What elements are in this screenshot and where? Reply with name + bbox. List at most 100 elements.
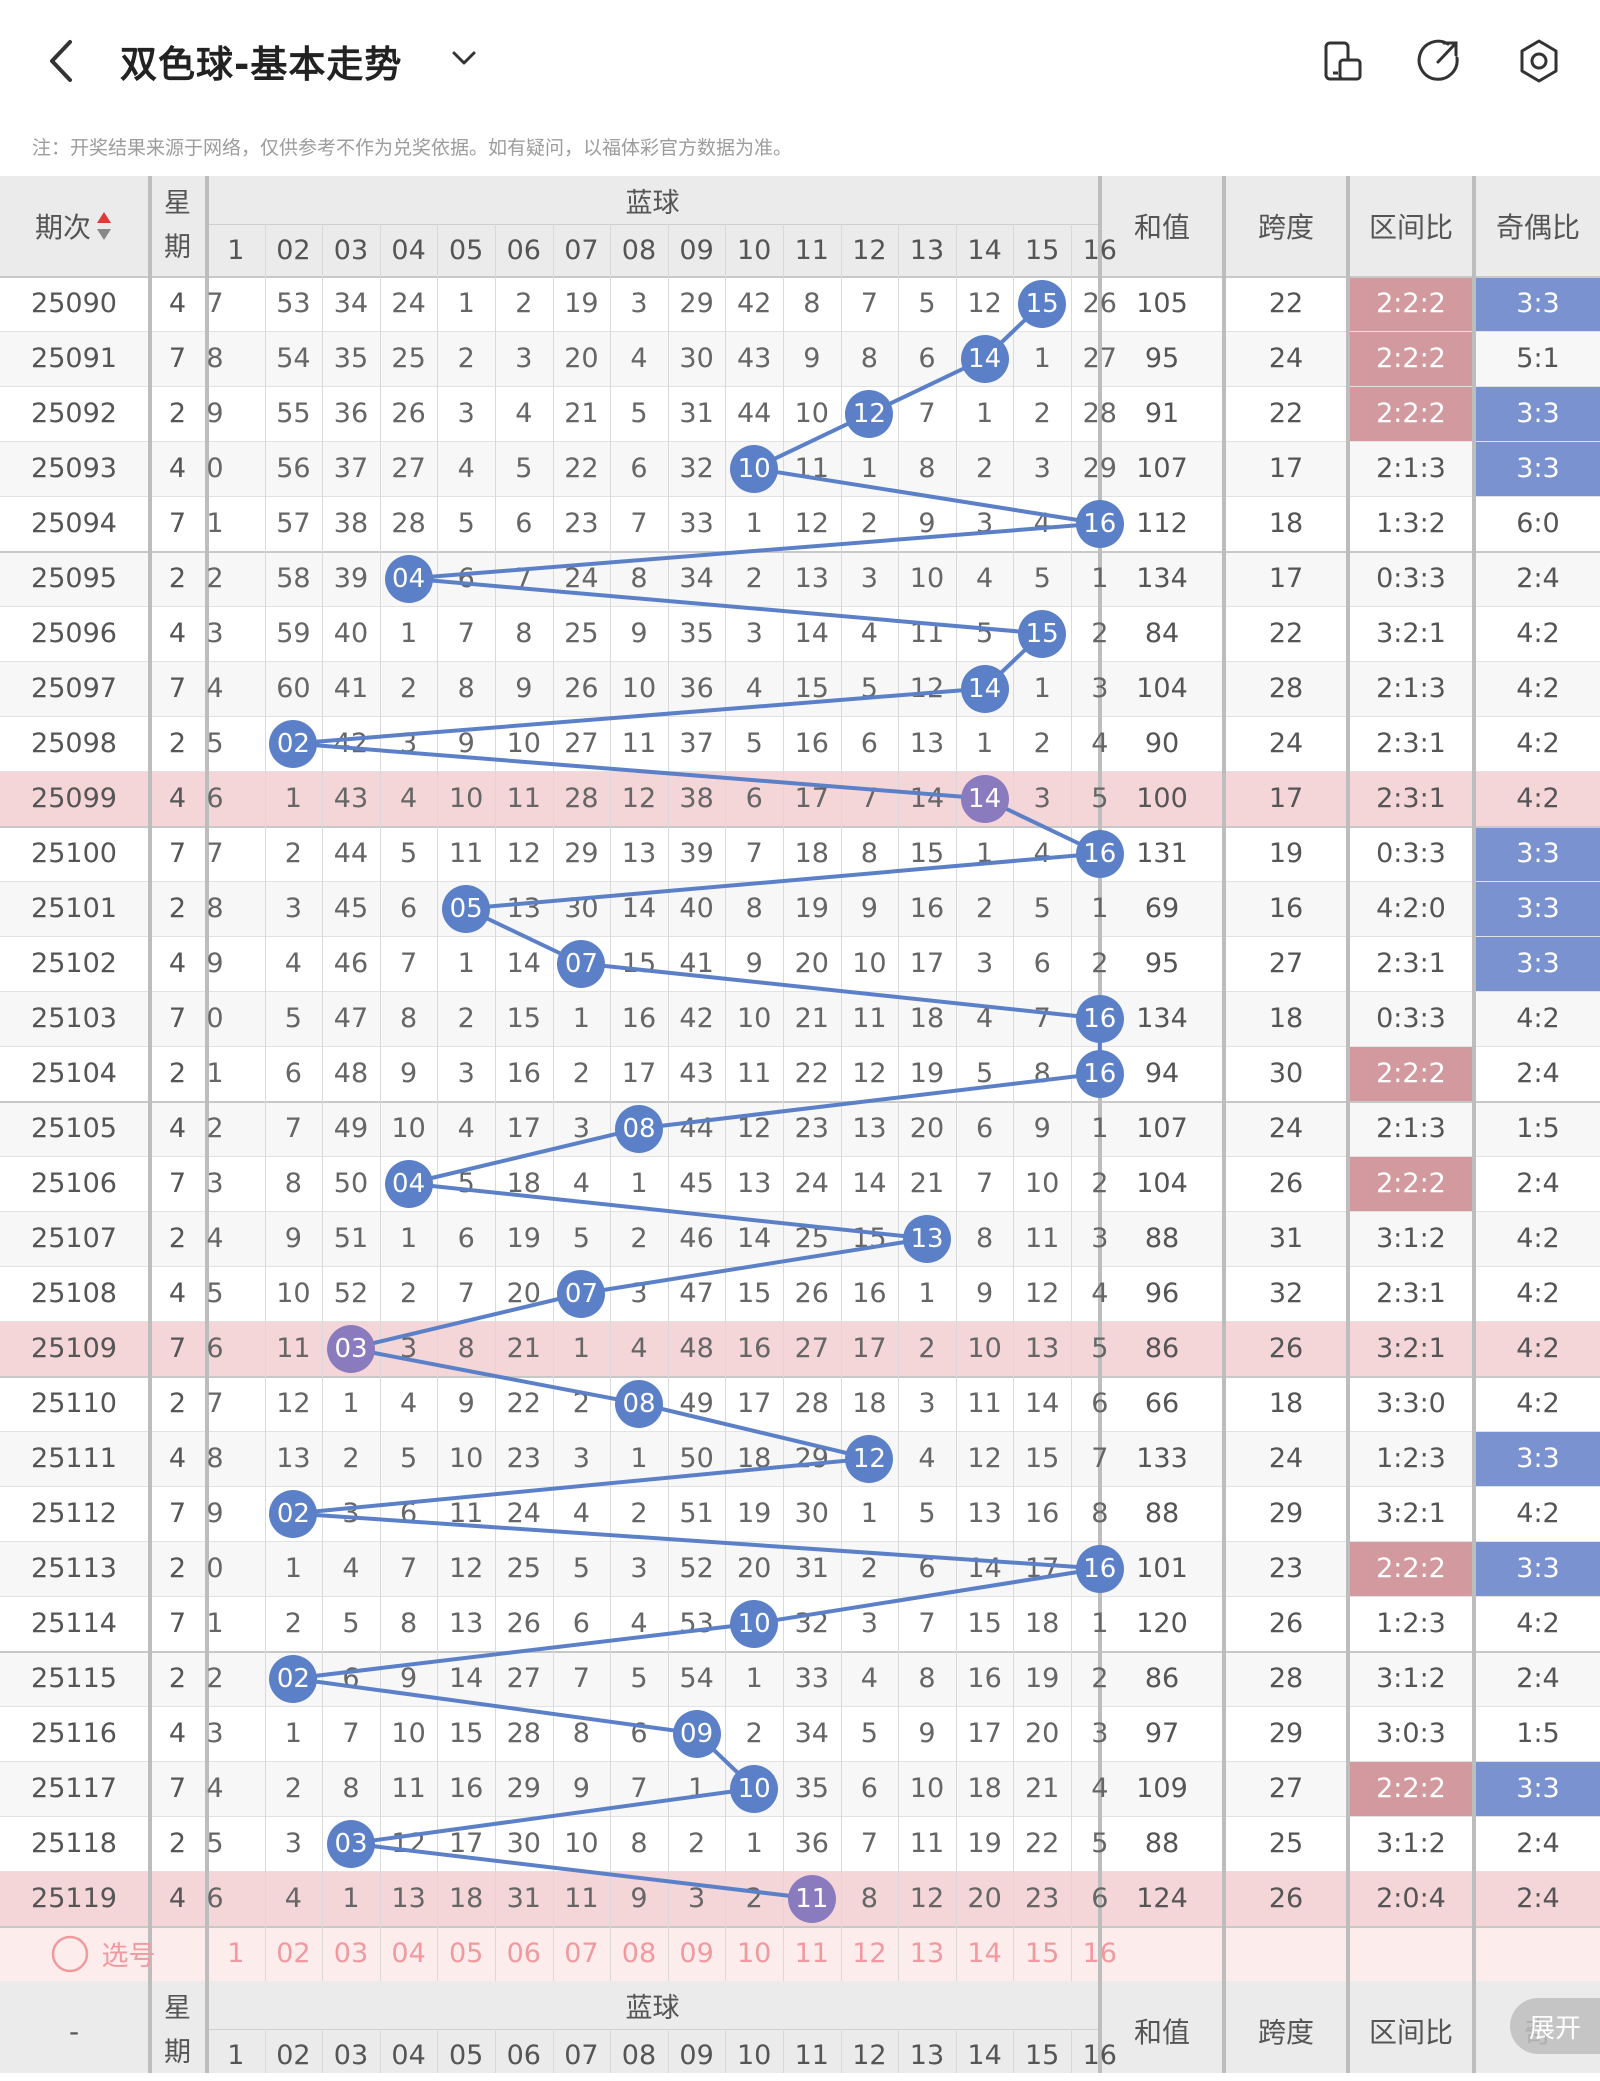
table-row[interactable] xyxy=(0,331,1600,386)
blue-ball-marker[interactable]: 12 xyxy=(845,389,894,438)
span-header[interactable]: 跨度 xyxy=(1257,2016,1314,2049)
table-row[interactable] xyxy=(0,1761,1600,1816)
column-divider xyxy=(148,176,152,2073)
table-row[interactable] xyxy=(0,1651,1600,1706)
table-row[interactable] xyxy=(0,1706,1600,1761)
blue-ball-marker[interactable]: 11 xyxy=(787,1874,836,1923)
blue-column-header: 06 xyxy=(506,234,541,266)
column-divider xyxy=(667,2029,669,2073)
miss-count-cell: 14 xyxy=(737,1223,772,1254)
select-number-toggle[interactable]: 选号 xyxy=(0,1926,205,1981)
select-number-option[interactable]: 09 xyxy=(679,1938,714,1969)
weekday-cell: 2 xyxy=(168,1223,187,1254)
circle-select-icon[interactable] xyxy=(50,1934,90,1974)
miss-count-cell: 3 xyxy=(206,618,224,649)
blue-ball-marker[interactable]: 15 xyxy=(1018,279,1067,328)
sum-header[interactable]: 和值 xyxy=(1133,2016,1190,2049)
blue-ball-marker[interactable]: 15 xyxy=(1018,609,1067,658)
table-row[interactable] xyxy=(0,276,1600,331)
blue-ball-marker[interactable]: 02 xyxy=(269,1654,318,1703)
blue-ball-marker[interactable]: 16 xyxy=(1075,499,1124,548)
select-number-option[interactable]: 05 xyxy=(449,1938,484,1969)
miss-count-cell: 12 xyxy=(391,1828,426,1859)
blue-ball-marker[interactable]: 10 xyxy=(730,1764,779,1813)
select-number-option[interactable]: 03 xyxy=(333,1938,369,1969)
blue-ball-marker[interactable]: 02 xyxy=(269,1489,318,1538)
blue-ball-marker[interactable]: 08 xyxy=(615,1379,663,1428)
miss-count-cell: 5 xyxy=(1033,563,1051,594)
miss-count-cell: 5 xyxy=(918,288,936,319)
miss-count-cell: 3 xyxy=(206,1718,224,1749)
chevron-down-icon[interactable] xyxy=(449,46,479,70)
zone-ratio-header[interactable]: 区间比 xyxy=(1368,2016,1453,2049)
miss-count-cell: 48 xyxy=(333,1058,369,1089)
blue-ball-marker[interactable]: 10 xyxy=(730,444,779,493)
select-number-option[interactable]: 10 xyxy=(737,1938,772,1969)
share-icon[interactable] xyxy=(1414,36,1464,86)
blue-ball-marker[interactable]: 14 xyxy=(960,664,1009,713)
select-number-option[interactable]: 15 xyxy=(1025,1938,1060,1969)
blue-ball-marker[interactable]: 04 xyxy=(384,1159,433,1208)
period-header[interactable]: - xyxy=(0,1981,148,2081)
sum-header[interactable]: 和值 xyxy=(1133,211,1190,244)
blue-ball-marker[interactable]: 07 xyxy=(557,939,606,988)
blue-ball-marker[interactable]: 13 xyxy=(903,1214,951,1263)
blue-ball-marker[interactable]: 12 xyxy=(845,1434,894,1483)
sort-arrows-icon[interactable] xyxy=(95,209,113,243)
miss-count-cell: 27 xyxy=(506,1663,541,1694)
miss-count-cell: 10 xyxy=(506,728,541,759)
blue-ball-marker[interactable]: 09 xyxy=(672,1709,721,1758)
settings-icon[interactable] xyxy=(1514,36,1564,86)
blue-ball-marker[interactable]: 16 xyxy=(1075,994,1124,1043)
select-number-option[interactable]: 11 xyxy=(794,1938,829,1969)
miss-count-cell: 6 xyxy=(918,343,936,374)
zone-highlight xyxy=(1350,1761,1472,1816)
miss-count-cell: 8 xyxy=(515,618,533,649)
select-number-option[interactable]: 02 xyxy=(276,1938,311,1969)
select-number-option[interactable]: 08 xyxy=(621,1938,657,1969)
miss-count-cell: 10 xyxy=(737,1003,772,1034)
miss-count-cell: 5 xyxy=(457,508,475,539)
back-arrow-icon[interactable] xyxy=(40,36,84,86)
select-number-option[interactable]: 06 xyxy=(506,1938,541,1969)
odd-even-header[interactable]: 奇偶比 xyxy=(1495,211,1580,244)
select-number-option[interactable]: 04 xyxy=(391,1938,426,1969)
blue-ball-marker[interactable]: 14 xyxy=(960,774,1009,823)
blue-ball-marker[interactable]: 05 xyxy=(442,884,491,933)
table-row[interactable] xyxy=(0,1321,1600,1376)
phone-icon[interactable] xyxy=(1318,36,1368,86)
select-number-option[interactable]: 16 xyxy=(1082,1938,1117,1969)
miss-count-cell: 12 xyxy=(449,1553,484,1584)
blue-ball-marker[interactable]: 14 xyxy=(960,334,1009,383)
page-title[interactable]: 双色球-基本走势 xyxy=(120,43,403,86)
period-cell: 25091 xyxy=(31,343,117,374)
miss-count-cell: 11 xyxy=(449,1498,484,1529)
select-number-option[interactable]: 14 xyxy=(967,1938,1002,1969)
blue-ball-marker[interactable]: 04 xyxy=(384,554,433,603)
header-divider xyxy=(207,224,1102,225)
expand-button[interactable]: 展开 xyxy=(1510,1998,1600,2054)
blue-ball-marker[interactable]: 10 xyxy=(730,1599,779,1648)
span-header[interactable]: 跨度 xyxy=(1257,211,1314,244)
blue-ball-marker[interactable]: 16 xyxy=(1075,1544,1124,1593)
miss-count-cell: 18 xyxy=(967,1773,1002,1804)
blue-ball-marker[interactable]: 16 xyxy=(1075,829,1124,878)
miss-count-cell: 20 xyxy=(967,1883,1002,1914)
blue-ball-marker[interactable]: 02 xyxy=(269,719,318,768)
period-header[interactable]: 期次 xyxy=(0,176,148,276)
select-number-option[interactable]: 1 xyxy=(227,1938,245,1969)
blue-ball-marker[interactable]: 08 xyxy=(615,1104,663,1153)
select-number-option[interactable]: 12 xyxy=(852,1938,887,1969)
period-cell: 25096 xyxy=(31,618,117,649)
span-cell: 18 xyxy=(1268,1388,1304,1419)
span-cell: 26 xyxy=(1268,1883,1304,1914)
select-number-option[interactable]: 07 xyxy=(564,1938,599,1969)
blue-ball-marker[interactable]: 07 xyxy=(557,1269,606,1318)
miss-count-cell: 23 xyxy=(564,508,599,539)
select-number-option[interactable]: 13 xyxy=(909,1938,945,1969)
blue-ball-marker[interactable]: 03 xyxy=(327,1324,375,1373)
blue-ball-marker[interactable]: 16 xyxy=(1075,1049,1124,1098)
blue-ball-marker[interactable]: 03 xyxy=(327,1819,375,1868)
miss-count-cell: 3 xyxy=(745,618,763,649)
zone-ratio-header[interactable]: 区间比 xyxy=(1368,211,1453,244)
